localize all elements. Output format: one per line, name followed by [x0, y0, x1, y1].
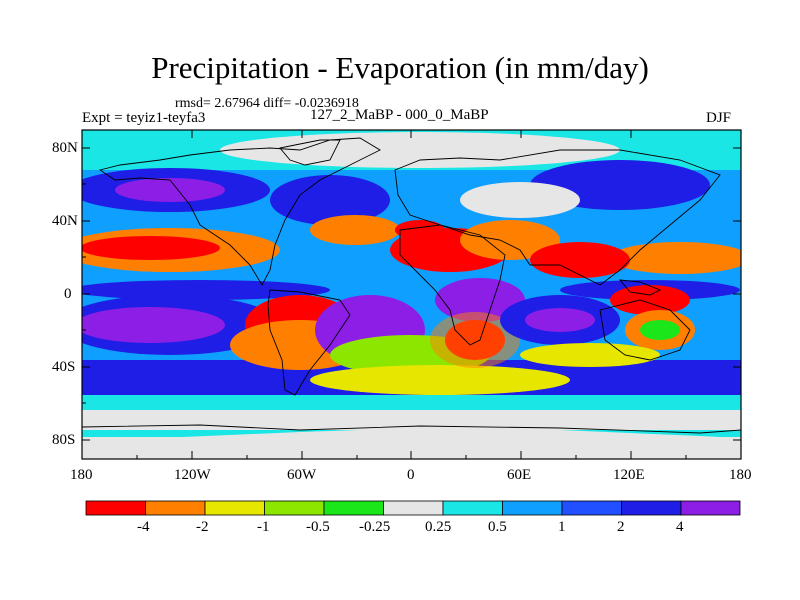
precip-field	[82, 130, 741, 459]
colorbar-label: -1	[257, 519, 270, 535]
colorbar-label: 2	[617, 519, 625, 535]
lon-label: 60W	[287, 467, 317, 483]
colorbar-label: -0.25	[359, 519, 391, 535]
lon-ticks	[81, 130, 687, 459]
map-title: Precipitation - Evaporation (in mm/day)	[151, 50, 649, 85]
lon-label: 120E	[613, 467, 645, 483]
colorbar-box	[442, 500, 503, 516]
stats-text: rmsd= 2.67964 diff= -0.0236918	[175, 96, 359, 111]
lon-label: 180	[70, 467, 93, 483]
colorbar-label: 1	[558, 519, 566, 535]
season-label: DJF	[706, 110, 732, 126]
colorbar-box	[204, 500, 265, 516]
lat-label: 40S	[52, 359, 76, 375]
colorbar-box	[383, 500, 444, 516]
lon-label: 60E	[507, 467, 532, 483]
colorbar-label: -0.5	[306, 519, 330, 535]
colorbar-box	[680, 500, 741, 516]
colorbar-box	[85, 500, 146, 516]
colorbar-box	[561, 500, 622, 516]
colorbar-box	[264, 500, 325, 516]
lon-label: 120W	[174, 467, 211, 483]
colorbar-label: 4	[676, 519, 684, 535]
lat-label: 80S	[52, 432, 76, 448]
colorbar-label: -2	[196, 519, 209, 535]
subtitle-label: 127_2_MaBP - 000_0_MaBP	[310, 107, 489, 123]
experiment-label: Expt = teyiz1-teyfa3	[82, 110, 206, 126]
colorbar-label: 0.25	[425, 519, 452, 535]
lat-label: 80N	[52, 140, 78, 156]
lat-label: 40N	[52, 213, 78, 229]
lat-ticks	[82, 147, 741, 441]
coastlines	[82, 137, 741, 434]
colorbar-box	[621, 500, 682, 516]
lon-label: 180	[729, 467, 752, 483]
colorbar-label: -4	[137, 519, 150, 535]
colorbar-box	[145, 500, 206, 516]
colorbar-label: 0.5	[488, 519, 507, 535]
colorbar	[85, 500, 741, 516]
lat-label: 0	[64, 286, 72, 302]
colorbar-box	[502, 500, 563, 516]
lon-label: 0	[407, 467, 415, 483]
colorbar-box	[323, 500, 384, 516]
